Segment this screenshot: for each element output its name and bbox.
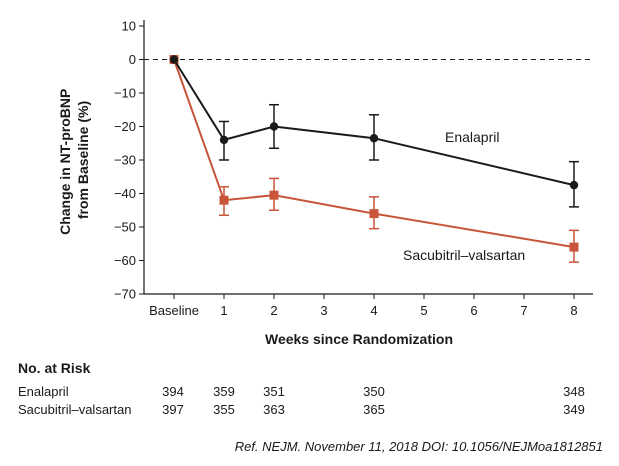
risk-value: 394 (162, 384, 184, 399)
risk-table-title: No. at Risk (18, 360, 91, 376)
data-point-sacubitril-valsartan (219, 195, 229, 205)
x-tick-label: 4 (370, 303, 377, 318)
y-tick-label: 10 (122, 19, 136, 34)
y-axis-title-line-2: from Baseline (%) (75, 101, 91, 219)
y-tick-label: −70 (114, 287, 136, 302)
x-tick-label: 5 (420, 303, 427, 318)
y-axis-title: Change in NT-proBNP from Baseline (%) (57, 85, 91, 235)
data-point-enalapril (169, 55, 179, 64)
y-tick-label: −20 (114, 119, 136, 134)
x-tick-label: 8 (570, 303, 577, 318)
series-label-sacubitril-valsartan: Sacubitril–valsartan (403, 247, 525, 263)
risk-row-enalapril: Enalapril 394 359 351 350 348 (0, 384, 619, 402)
risk-row-sacubitril-valsartan: Sacubitril–valsartan 397 355 363 365 349 (0, 402, 619, 420)
risk-value: 350 (363, 384, 385, 399)
y-tick-label: 0 (129, 52, 136, 67)
y-tick-label: −30 (114, 153, 136, 168)
risk-value: 349 (563, 402, 585, 417)
risk-row-label: Sacubitril–valsartan (18, 402, 132, 417)
data-point-enalapril (369, 134, 379, 143)
risk-value: 351 (263, 384, 285, 399)
y-tick-label: −40 (114, 186, 136, 201)
risk-value: 365 (363, 402, 385, 417)
y-axis-title-line-1: Change in NT-proBNP (57, 89, 73, 235)
risk-table: No. at Risk Enalapril 394 359 351 350 34… (0, 360, 619, 420)
x-tick-label: 6 (470, 303, 477, 318)
risk-row-label: Enalapril (18, 384, 69, 399)
risk-value: 359 (213, 384, 235, 399)
risk-value: 355 (213, 402, 235, 417)
reference-citation: Ref. NEJM. November 11, 2018 DOI: 10.105… (234, 439, 603, 454)
x-tick-label: Baseline (149, 303, 199, 318)
data-point-sacubitril-valsartan (369, 209, 379, 219)
data-point-sacubitril-valsartan (269, 190, 279, 200)
data-point-enalapril (219, 135, 229, 145)
y-tick-label: −50 (114, 220, 136, 235)
line-chart: 10 0 −10 −20 −30 −40 −50 −60 −70 Baseline 1 2 3 4 5 6 7 8… (57, 19, 593, 347)
x-tick-label: 2 (270, 303, 277, 318)
data-point-enalapril (569, 180, 579, 190)
x-tick-label: 7 (520, 303, 527, 318)
data-point-enalapril (269, 122, 279, 131)
risk-value: 363 (263, 402, 285, 417)
x-tick-label: 1 (220, 303, 227, 318)
risk-value: 397 (162, 402, 184, 417)
series-label-enalapril: Enalapril (445, 129, 499, 145)
data-point-sacubitril-valsartan (569, 242, 579, 252)
y-tick-label: −60 (114, 253, 136, 268)
y-tick-label: −10 (114, 86, 136, 101)
axes: 10 0 −10 −20 −30 −40 −50 −60 −70 Baseline 1 2 3 4 5 6 7 8 (114, 19, 593, 318)
risk-value: 348 (563, 384, 585, 399)
x-tick-label: 3 (320, 303, 327, 318)
x-axis-title: Weeks since Randomization (265, 331, 453, 347)
series-group (169, 55, 579, 263)
